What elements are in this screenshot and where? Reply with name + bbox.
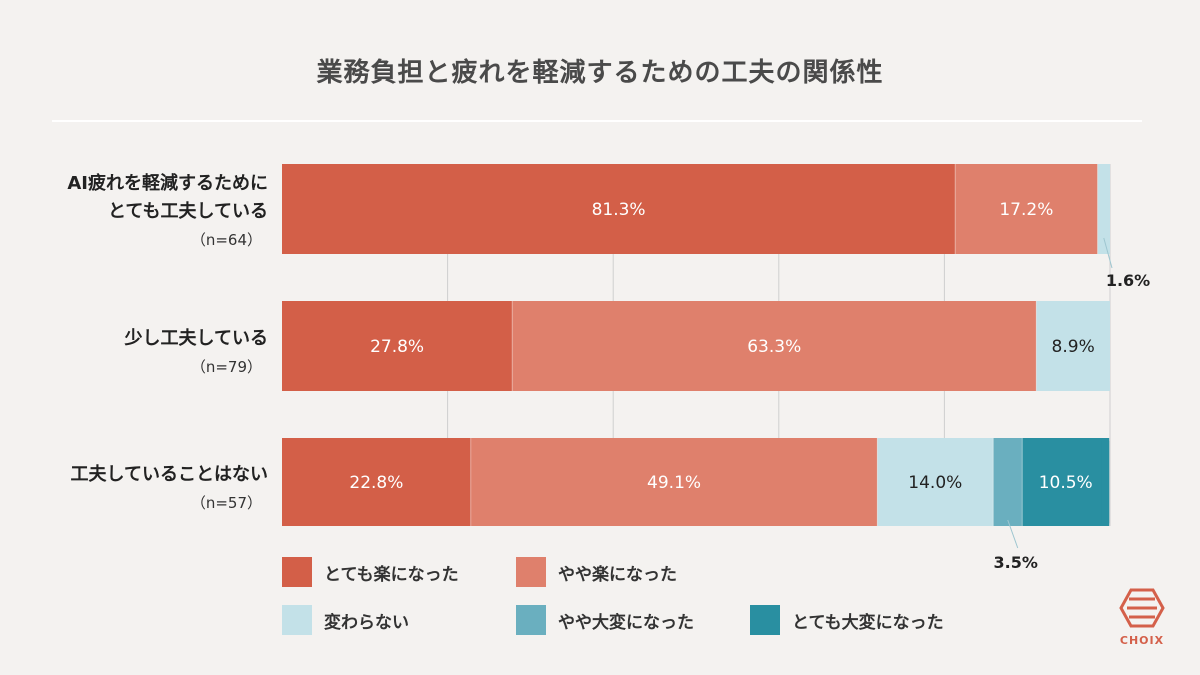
legend-item-much-harder: とても大変になった	[750, 605, 944, 635]
data-label: 14.0%	[908, 473, 962, 493]
bar-segment	[1022, 438, 1110, 526]
data-label: 49.1%	[647, 473, 701, 493]
brand-logo: CHOIX	[1112, 588, 1172, 647]
callout-leader	[1103, 237, 1113, 269]
bar-segment	[282, 438, 471, 526]
bar-segment	[512, 301, 1037, 391]
data-label: 27.8%	[370, 337, 424, 357]
legend-item-slightly-easier: やや楽になった	[516, 557, 677, 587]
bar-segment	[1036, 301, 1110, 391]
title-divider	[52, 120, 1142, 122]
logo-icon	[1119, 588, 1165, 628]
bar-segment	[282, 164, 956, 254]
legend-label: とても楽になった	[324, 564, 459, 585]
data-label: 10.5%	[1039, 473, 1093, 493]
bar-segment-cap	[1102, 164, 1110, 254]
category-label: 工夫していることはない	[71, 463, 268, 485]
data-label: 3.5%	[994, 553, 1038, 572]
bar-segment	[877, 438, 994, 526]
legend-swatch	[750, 605, 780, 635]
bar-segment	[470, 438, 878, 526]
bar-segment	[955, 164, 1098, 254]
category-label: とても工夫している	[108, 200, 268, 222]
legend-swatch	[282, 557, 312, 587]
data-label: 22.8%	[349, 473, 403, 493]
legend-label: とても大変になった	[792, 612, 944, 633]
legend-swatch	[516, 557, 546, 587]
legend-item-very-easier: とても楽になった	[282, 557, 459, 587]
logo-text: CHOIX	[1119, 634, 1165, 647]
bar-segment	[282, 301, 513, 391]
legend-item-no-change: 変わらない	[282, 605, 409, 635]
data-label: 1.6%	[1106, 271, 1150, 290]
category-n-label: （n=57）	[191, 494, 262, 512]
bar-segment	[993, 438, 1023, 526]
bar-segment-cap	[1102, 301, 1110, 391]
callout-leader	[1007, 519, 1019, 549]
data-label: 17.2%	[999, 200, 1053, 220]
legend-swatch	[282, 605, 312, 635]
data-label: 8.9%	[1052, 337, 1095, 357]
bar-segment-cap	[1101, 438, 1110, 526]
category-n-label: （n=64）	[191, 231, 262, 249]
legend-label: やや楽になった	[558, 564, 677, 585]
chart-title: 業務負担と疲れを軽減するための工夫の関係性	[316, 58, 884, 88]
legend-swatch	[516, 605, 546, 635]
legend-label: やや大変になった	[558, 612, 694, 633]
category-label: AI疲れを軽減するために	[67, 172, 268, 194]
category-n-label: （n=79）	[191, 358, 262, 376]
data-label: 81.3%	[592, 200, 646, 220]
legend-label: 変わらない	[324, 612, 409, 633]
data-label: 63.3%	[747, 337, 801, 357]
legend-item-slightly-harder: やや大変になった	[516, 605, 694, 635]
category-label: 少し工夫している	[124, 327, 268, 349]
